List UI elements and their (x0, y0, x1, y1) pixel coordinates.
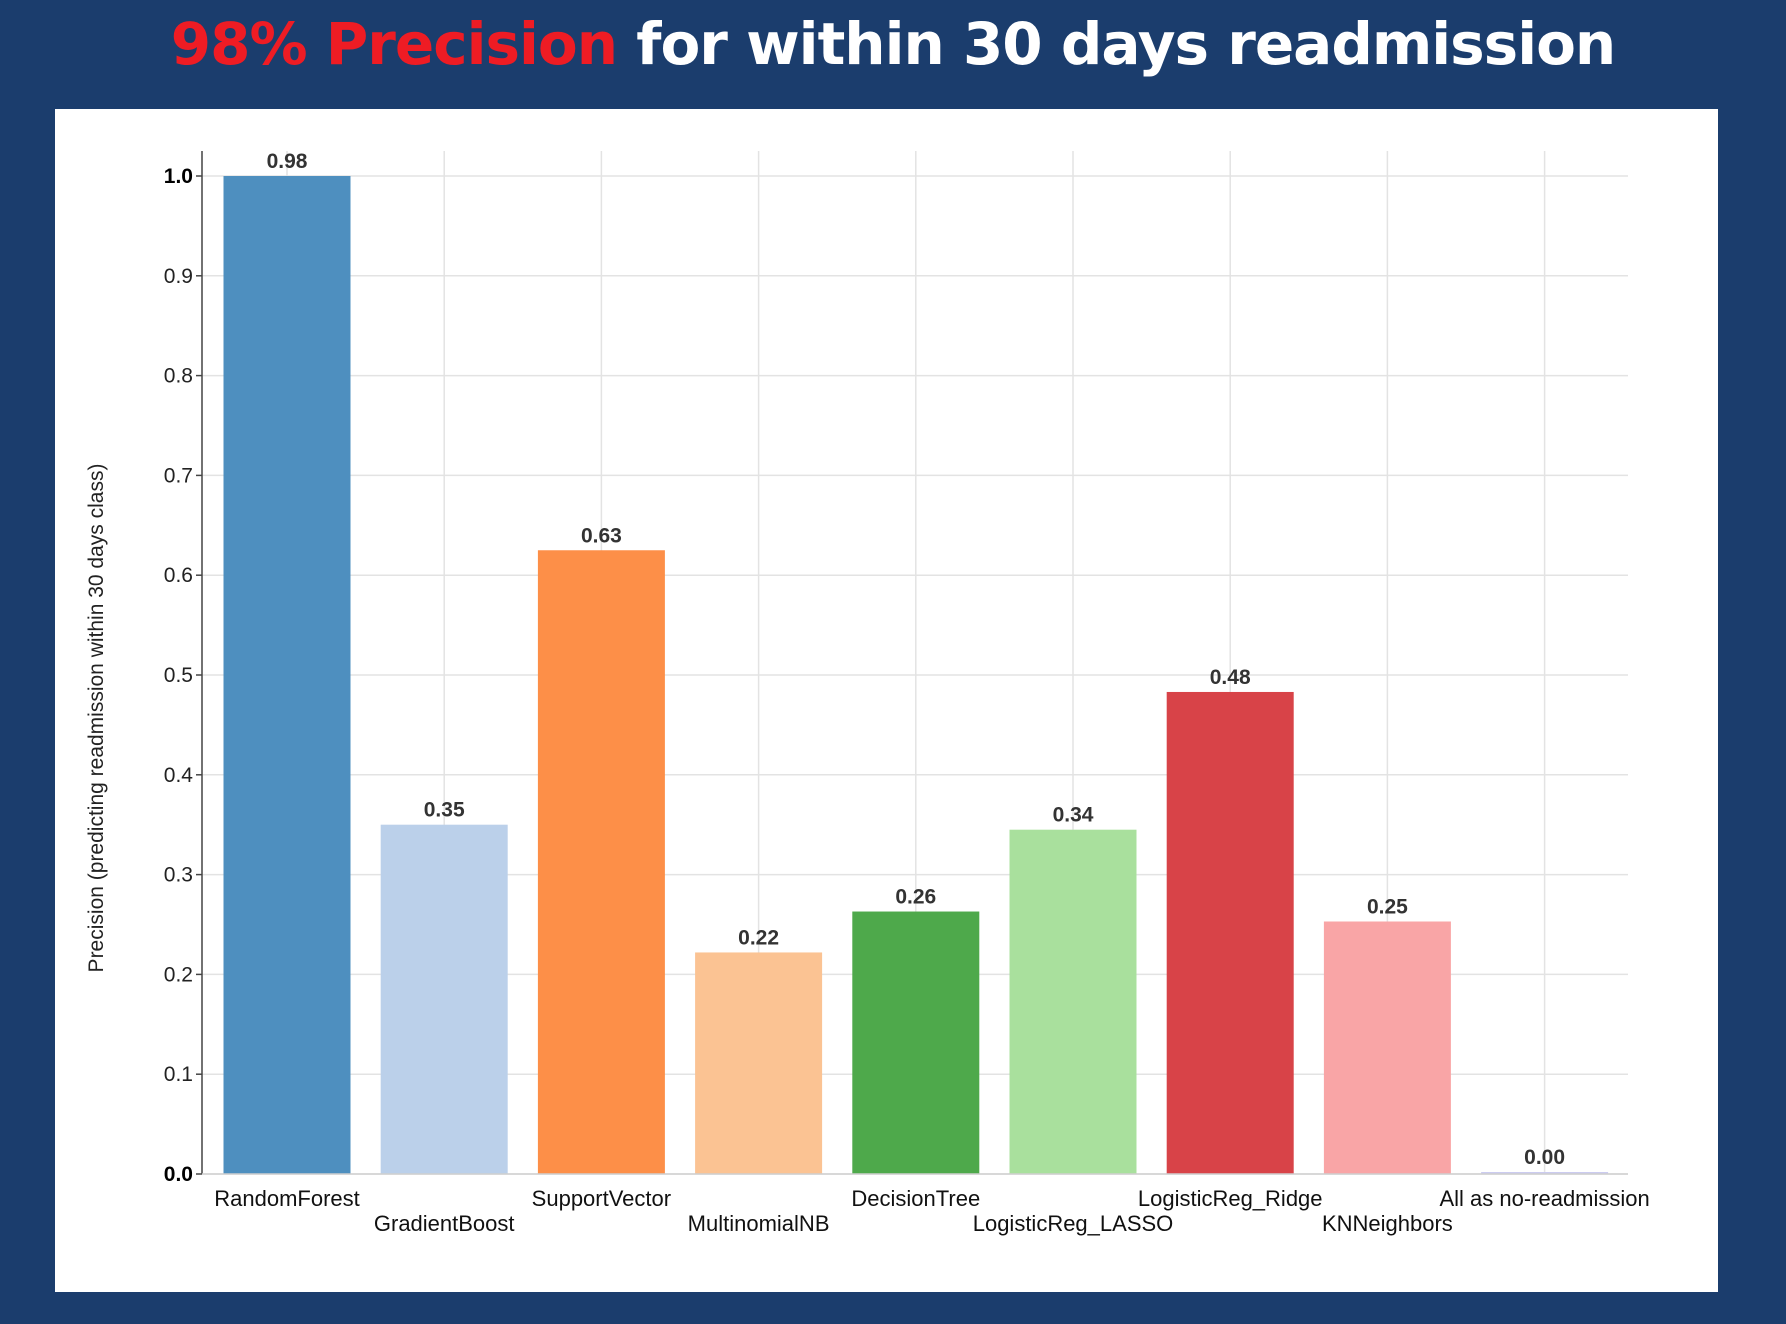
x-tick-label: DecisionTree (851, 1186, 980, 1211)
x-tick-label: LogisticReg_LASSO (973, 1211, 1174, 1236)
x-tick-label: All as no-readmission (1439, 1186, 1649, 1211)
title-rest: for within 30 days readmission (617, 10, 1616, 78)
axes (196, 151, 1628, 1175)
x-tick-label: KNNeighbors (1322, 1211, 1453, 1236)
y-tick-label: 0.4 (164, 764, 194, 787)
value-label: 0.00 (1524, 1146, 1565, 1169)
bar (537, 550, 665, 1174)
title-highlight: 98% Precision (170, 10, 618, 78)
y-tick-label: 0.0 (164, 1163, 193, 1186)
value-label: 0.98 (267, 150, 308, 173)
value-label: 0.25 (1367, 896, 1408, 919)
value-label: 0.63 (581, 524, 622, 547)
x-tick-label: MultinomialNB (688, 1211, 830, 1236)
bar (852, 911, 980, 1174)
x-tick-label: GradientBoost (374, 1211, 515, 1236)
value-labels: 0.98 0.35 0.63 0.22 0.26 0.34 0.48 0.25 0.00 (267, 150, 1565, 1169)
chart-panel: 0.0 0.1 0.2 0.3 0.4 0.5 0.6 0.7 0.8 0.9 1.0 Random… (55, 109, 1718, 1292)
y-axis-label: Precision (predicting readmission within… (85, 464, 108, 973)
x-tick-labels: RandomForest GradientBoost SupportVector Mu… (214, 1186, 1650, 1236)
bar (1481, 1172, 1609, 1174)
y-tick-label: 0.8 (164, 365, 193, 388)
y-tick-label: 0.3 (164, 864, 193, 887)
x-tick-label: RandomForest (214, 1186, 360, 1211)
y-tick-label: 0.2 (164, 963, 193, 986)
bar-chart: 0.0 0.1 0.2 0.3 0.4 0.5 0.6 0.7 0.8 0.9 1.0 Random… (85, 150, 1650, 1236)
bar (1166, 691, 1294, 1174)
bar (223, 176, 351, 1174)
value-label: 0.48 (1210, 666, 1251, 689)
y-tick-label: 0.5 (164, 664, 193, 687)
y-tick-labels: 0.0 0.1 0.2 0.3 0.4 0.5 0.6 0.7 0.8 0.9 1.0 (164, 165, 194, 1186)
chart-title: 98% Precision for within 30 days readmis… (0, 10, 1786, 78)
y-tick-label: 1.0 (164, 165, 193, 188)
bar (1009, 829, 1137, 1174)
value-label: 0.22 (738, 926, 779, 949)
y-tick-label: 0.1 (164, 1063, 193, 1086)
value-label: 0.34 (1053, 804, 1094, 827)
y-tick-label: 0.7 (164, 464, 193, 487)
bar (380, 824, 508, 1174)
bars (223, 176, 1609, 1174)
x-tick-label: LogisticReg_Ridge (1138, 1186, 1323, 1211)
x-tick-label: SupportVector (532, 1186, 671, 1211)
bar (1323, 921, 1451, 1174)
value-label: 0.35 (424, 799, 465, 822)
value-label: 0.26 (895, 886, 936, 909)
bar (695, 952, 823, 1174)
y-tick-label: 0.9 (164, 265, 193, 288)
y-tick-label: 0.6 (164, 564, 193, 587)
